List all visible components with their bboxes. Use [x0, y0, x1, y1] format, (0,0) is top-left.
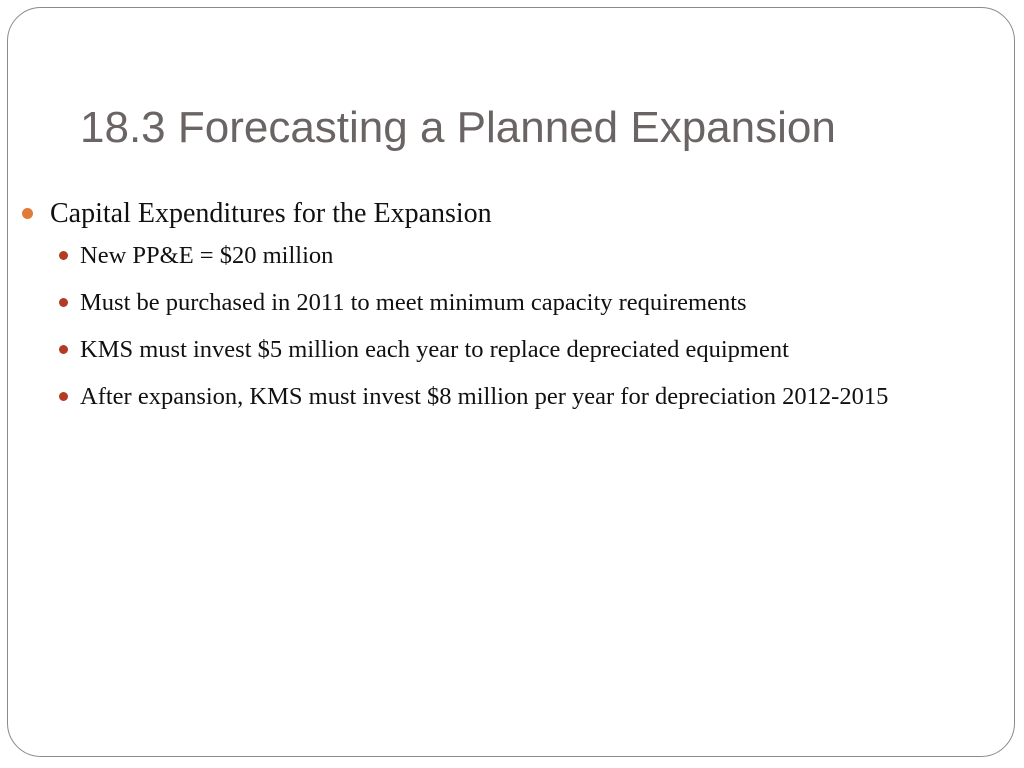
bullet-item: Capital Expenditures for the Expansion [22, 194, 970, 234]
sub-bullet-text: KMS must invest $5 million each year to … [80, 336, 789, 363]
sub-bullet-dot-icon [59, 251, 68, 260]
sub-bullet-text: After expansion, KMS must invest $8 mill… [80, 383, 889, 410]
slide-title: 18.3 Forecasting a Planned Expansion [80, 103, 836, 152]
sub-bullet-dot-icon [59, 392, 68, 401]
sub-bullet-item: After expansion, KMS must invest $8 mill… [59, 376, 940, 417]
sub-bullet-dot-icon [59, 298, 68, 307]
sub-bullet-text: New PP&E = $20 million [80, 242, 334, 269]
sub-bullet-item: KMS must invest $5 million each year to … [59, 329, 940, 370]
sub-bullet-item: Must be purchased in 2011 to meet minimu… [59, 282, 940, 323]
bullet-dot-icon [22, 208, 33, 219]
slide-frame: 18.3 Forecasting a Planned Expansion Cap… [7, 7, 1015, 757]
slide-body: Capital Expenditures for the Expansion N… [8, 194, 1008, 417]
sub-bullet-dot-icon [59, 345, 68, 354]
bullet-text: Capital Expenditures for the Expansion [50, 198, 492, 229]
sub-bullet-text: Must be purchased in 2011 to meet minimu… [80, 289, 747, 316]
sub-bullet-item: New PP&E = $20 million [59, 235, 940, 276]
